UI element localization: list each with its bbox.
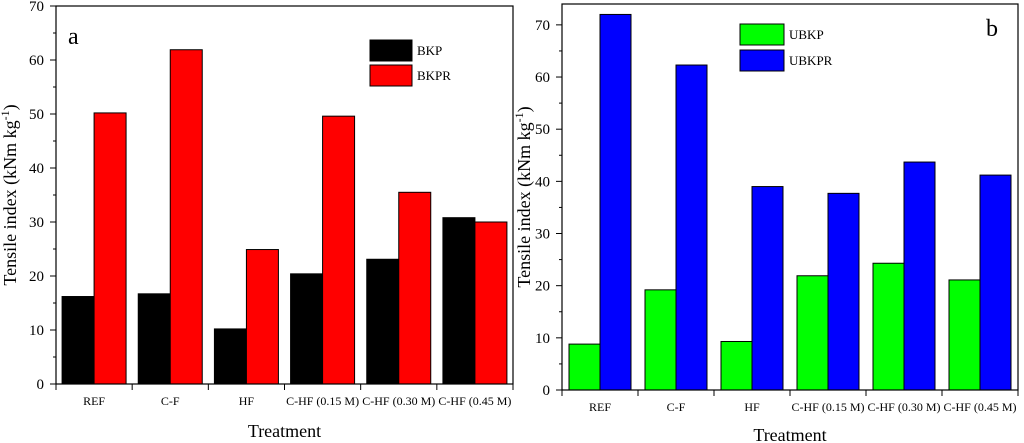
bar-bkpr-2 bbox=[245, 249, 279, 385]
category-label: C-F bbox=[667, 400, 686, 414]
bar-ubkp-1 bbox=[644, 289, 677, 391]
x-axis-title: Treatment bbox=[753, 425, 826, 443]
y-tick-label: 30 bbox=[29, 215, 44, 231]
legend-swatch-ubkpr bbox=[739, 49, 785, 72]
bar-ubkpr-2 bbox=[751, 186, 784, 391]
y-tick-label: 40 bbox=[29, 161, 44, 177]
category-label: C-HF (0.30 M) bbox=[362, 394, 435, 408]
bar-ubkpr-1 bbox=[675, 64, 708, 391]
chart-b: REF C-F HF C-HF (0.15 M) C-HF (0.30 M) C-HF (… bbox=[512, 3, 1019, 443]
y-tick-label: 20 bbox=[29, 269, 44, 285]
y-axis-title-superscript: -1 bbox=[512, 112, 526, 122]
y-axis-title-main: Tensile index (kNm kg bbox=[514, 122, 535, 287]
y-axis-title-superscript: -1 bbox=[0, 110, 12, 120]
x-axis-title: Treatment bbox=[248, 421, 321, 441]
legend-label-bkp: BKP bbox=[417, 43, 442, 58]
y-tick-label: 10 bbox=[29, 323, 44, 339]
category-label: HF bbox=[239, 394, 255, 408]
y-tick-label: 60 bbox=[29, 53, 44, 69]
y-axis-title-end: ) bbox=[0, 104, 21, 110]
bar-ubkp-0 bbox=[568, 343, 601, 391]
bar-ubkp-3 bbox=[796, 275, 829, 391]
y-tick-label: 70 bbox=[29, 0, 44, 15]
legend-label-ubkpr: UBKPR bbox=[789, 53, 833, 68]
y-tick-label: 50 bbox=[535, 122, 550, 138]
y-tick-label: 20 bbox=[535, 279, 550, 295]
legend-swatch-bkp bbox=[369, 39, 413, 62]
legend-label-ubkp: UBKP bbox=[789, 27, 824, 42]
bar-ubkp-4 bbox=[872, 262, 905, 391]
y-axis-title: Tensile index (kNm kg-1) bbox=[0, 104, 21, 285]
y-tick-label: 70 bbox=[535, 18, 550, 34]
bar-bkp-2 bbox=[213, 328, 247, 385]
legend-label-bkpr: BKPR bbox=[417, 68, 451, 83]
legend-swatch-bkpr bbox=[369, 64, 413, 87]
y-tick-label: 40 bbox=[535, 174, 550, 190]
plot-frame bbox=[561, 3, 1019, 391]
bar-ubkp-5 bbox=[948, 279, 981, 391]
y-tick-label: 0 bbox=[37, 377, 45, 393]
plot-frame bbox=[55, 5, 514, 385]
bar-bkpr-5 bbox=[474, 221, 508, 385]
y-axis-title-end: ) bbox=[514, 106, 535, 112]
category-label: REF bbox=[83, 394, 105, 408]
category-label: C-HF (0.30 M) bbox=[867, 400, 940, 414]
bar-ubkpr-0 bbox=[599, 13, 632, 391]
bar-bkp-0 bbox=[61, 296, 95, 385]
bar-bkp-1 bbox=[137, 293, 171, 385]
category-label: C-HF (0.45 M) bbox=[943, 400, 1016, 414]
bar-bkpr-3 bbox=[322, 115, 356, 385]
bar-bkpr-4 bbox=[398, 191, 432, 385]
category-label: C-HF (0.15 M) bbox=[791, 400, 864, 414]
bar-bkpr-0 bbox=[93, 112, 127, 385]
category-label: C-HF (0.45 M) bbox=[438, 394, 511, 408]
chart-a: REF C-F HF C-HF (0.15 M) C-HF (0.30 M) C-HF (… bbox=[0, 0, 514, 441]
bar-bkp-5 bbox=[442, 217, 476, 385]
y-axis-title-main: Tensile index (kNm kg bbox=[0, 120, 21, 285]
bar-ubkp-2 bbox=[720, 340, 753, 391]
panel-label: b bbox=[986, 16, 998, 42]
category-label: C-F bbox=[161, 394, 180, 408]
y-tick-label: 0 bbox=[543, 383, 551, 399]
category-label: REF bbox=[589, 400, 611, 414]
bar-bkp-3 bbox=[290, 273, 324, 385]
category-label: C-HF (0.15 M) bbox=[286, 394, 359, 408]
bar-bkpr-1 bbox=[169, 49, 203, 385]
bar-ubkpr-5 bbox=[979, 174, 1012, 391]
y-axis-title: Tensile index (kNm kg-1) bbox=[512, 106, 535, 287]
y-tick-label: 10 bbox=[535, 331, 550, 347]
y-tick-label: 50 bbox=[29, 107, 44, 123]
y-tick-label: 60 bbox=[535, 70, 550, 86]
bar-ubkpr-3 bbox=[827, 192, 860, 391]
legend-swatch-ubkp bbox=[739, 23, 785, 46]
bar-bkp-4 bbox=[366, 258, 400, 385]
y-tick-label: 30 bbox=[535, 227, 550, 243]
panel-label: a bbox=[68, 24, 79, 50]
category-label: HF bbox=[744, 400, 760, 414]
bar-ubkpr-4 bbox=[903, 161, 936, 391]
